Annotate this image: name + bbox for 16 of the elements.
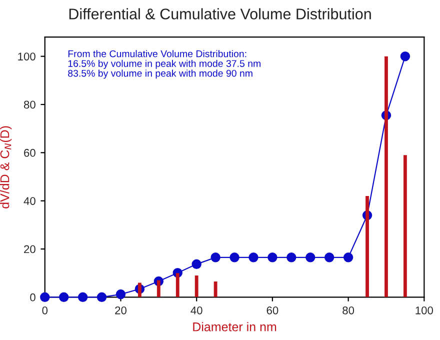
y-tick-label: 40	[24, 197, 36, 205]
x-tick-label: 80	[342, 306, 354, 314]
x-axis-title: Diameter in nm	[193, 322, 276, 332]
y-tick-label: 0	[30, 293, 36, 302]
x-tick-label: 60	[266, 306, 278, 314]
x-tick-label: 40	[190, 306, 202, 314]
annotation: From the Cumulative Volume Distribution: 16.5% by volume in peak with mode 37.5 nm 83.5% by volume in peak with mode 90 nm	[68, 50, 260, 79]
x-tick-label: 0	[42, 306, 48, 314]
y-tick-label: 100	[18, 52, 36, 60]
y-tick-label: 80	[24, 100, 36, 109]
chart-title: Differential & Cumulative Volume Distribution	[69, 8, 371, 20]
x-tick-label: 20	[115, 306, 126, 314]
y-tick-label: 60	[24, 148, 36, 157]
y-axis-title: dV/dD & C$_{N}$(D)	[0, 126, 12, 208]
x-tick-label: 100	[416, 306, 433, 314]
y-tick-label: 20	[24, 245, 36, 254]
